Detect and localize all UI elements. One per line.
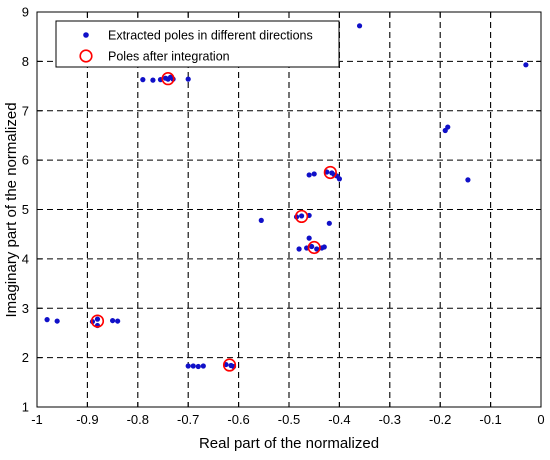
legend-marker-extracted — [83, 32, 89, 38]
extracted-pole-point — [185, 363, 191, 369]
x-tick-label: -0.3 — [379, 412, 401, 427]
tick-labels: -1 -0.9 -0.8 -0.7 -0.6 -0.5 -0.4 -0.3 -0.2 -0.1 0 1… — [22, 5, 545, 428]
extracted-pole-point — [465, 177, 471, 183]
extracted-pole-point — [309, 243, 315, 250]
extracted-pole-point — [299, 213, 305, 219]
x-tick-label: -0.2 — [429, 412, 451, 427]
x-tick-label: -0.9 — [76, 412, 98, 427]
extracted-pole-point — [54, 318, 60, 324]
extracted-pole-point — [110, 317, 116, 324]
y-tick-label: 6 — [22, 153, 29, 168]
extracted-pole-point — [44, 317, 50, 323]
integrated-pole-circle — [295, 209, 309, 224]
extracted-pole-point — [306, 172, 312, 178]
legend-marker-integrated — [79, 49, 93, 63]
extracted-pole-point — [94, 316, 101, 322]
y-tick-label: 1 — [22, 400, 29, 415]
extracted-pole-point — [296, 246, 302, 252]
legend: Extracted poles in different directions … — [55, 20, 340, 68]
x-tick-label: -0.5 — [278, 412, 300, 427]
extracted-pole-point — [200, 363, 206, 369]
extracted-pole-point — [321, 244, 327, 250]
y-tick-label: 5 — [22, 202, 29, 217]
x-tick-label: -1 — [31, 412, 43, 427]
integrated-pole-circle — [307, 240, 321, 255]
extracted-pole-point — [336, 176, 342, 182]
y-tick-label: 9 — [22, 5, 29, 20]
extracted-pole-point — [356, 23, 363, 29]
extracted-pole-point — [445, 124, 451, 130]
extracted-pole-point — [523, 62, 529, 68]
y-tick-label: 2 — [22, 350, 29, 365]
legend-box — [55, 20, 340, 68]
y-axis-label: Imaginary part of the normalized — [3, 102, 20, 317]
integrated-pole-circle — [323, 165, 337, 180]
x-tick-label: -0.6 — [227, 412, 249, 427]
extracted-pole-point — [150, 77, 156, 83]
x-axis-label: Real part of the normalized — [199, 435, 379, 452]
x-tick-label: 0 — [537, 412, 544, 427]
extracted-pole-point — [314, 246, 320, 252]
x-tick-label: -0.1 — [479, 412, 501, 427]
extracted-pole-point — [195, 363, 201, 370]
y-tick-label: 4 — [22, 251, 29, 266]
axis-ticks — [36, 11, 542, 408]
legend-label-integrated: Poles after integration — [108, 50, 230, 64]
x-tick-label: -0.7 — [177, 412, 199, 427]
integrated-pole-circle — [161, 72, 175, 86]
extracted-pole-point — [140, 77, 146, 83]
extracted-pole-point — [185, 76, 191, 82]
extracted-pole-point — [190, 363, 196, 369]
y-tick-label: 3 — [22, 301, 29, 316]
extracted-pole-point — [258, 217, 264, 223]
extracted-pole-point — [326, 220, 332, 226]
legend-label-extracted: Extracted poles in different directions — [108, 29, 313, 43]
extracted-pole-point — [311, 171, 317, 177]
y-tick-label: 8 — [22, 54, 29, 69]
extracted-pole-point — [306, 235, 312, 241]
data-marks — [44, 23, 529, 372]
x-tick-label: -0.8 — [127, 412, 149, 427]
integrated-pole-circle — [222, 358, 237, 372]
y-tick-label: 7 — [22, 103, 29, 118]
x-tick-label: -0.4 — [328, 412, 350, 427]
extracted-pole-point — [115, 318, 121, 324]
integrated-pole-circle — [90, 314, 105, 328]
